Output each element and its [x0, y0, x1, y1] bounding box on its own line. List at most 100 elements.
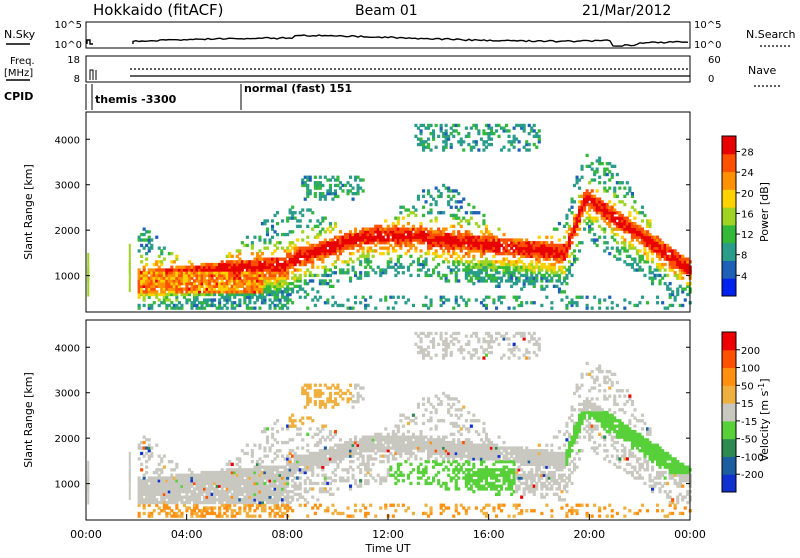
power-cell	[427, 268, 430, 271]
power-cell	[452, 225, 455, 228]
velocity-cell	[253, 515, 256, 518]
power-cell	[251, 252, 254, 255]
velocity-cell	[334, 397, 337, 400]
power-cell	[362, 178, 365, 181]
power-cell	[540, 304, 543, 307]
power-cell	[352, 187, 355, 190]
velocity-cell	[409, 482, 412, 485]
power-cell	[319, 296, 322, 299]
freq-left-tick-top: 18	[67, 55, 80, 66]
velocity-cell	[354, 504, 357, 507]
power-cell	[606, 307, 609, 310]
velocity-cell	[402, 425, 405, 428]
power-cell	[447, 298, 450, 301]
power-cell	[530, 260, 533, 263]
velocity-cell	[369, 504, 372, 507]
power-cell	[586, 154, 589, 157]
power-cell	[664, 263, 667, 266]
power-cell	[364, 298, 367, 301]
power-cell	[392, 307, 395, 310]
velocity-panel: 1000200030004000 00:0004:0008:0012:0016:…	[22, 320, 706, 554]
velocity-cell	[155, 444, 158, 447]
range-tick-label: 1000	[55, 272, 80, 283]
power-cell	[276, 233, 279, 236]
power-cell	[475, 140, 478, 143]
power-cell	[339, 230, 342, 233]
power-panel: 1000200030004000 Slant Range [km]	[22, 112, 692, 312]
power-cell	[374, 307, 377, 310]
power-cell	[354, 296, 357, 299]
power-cell	[495, 307, 498, 310]
power-cell	[623, 187, 626, 190]
power-cell	[384, 219, 387, 222]
velocity-cell	[266, 436, 269, 439]
power-cell	[309, 219, 312, 222]
power-cell	[362, 189, 365, 192]
power-cell	[140, 260, 143, 263]
velocity-cell	[170, 460, 173, 463]
velocity-cell	[397, 425, 400, 428]
power-cell	[482, 219, 485, 222]
power-cell	[457, 124, 460, 127]
power-cell	[369, 260, 372, 263]
velocity-cell	[143, 512, 146, 515]
power-cell	[457, 132, 460, 135]
power-cell	[565, 214, 568, 217]
power-cell	[492, 298, 495, 301]
power-cell	[671, 290, 674, 293]
power-cell	[387, 307, 390, 310]
velocity-cell	[306, 515, 309, 518]
power-cell	[462, 198, 465, 201]
power-cell	[352, 307, 355, 310]
power-cell	[435, 217, 438, 220]
power-cell	[498, 135, 501, 138]
power-cell	[472, 206, 475, 209]
power-cell	[603, 236, 606, 239]
velocity-cell	[349, 384, 352, 387]
power-cell	[550, 236, 553, 239]
power-cell	[266, 219, 269, 222]
power-cell	[598, 236, 601, 239]
freq-left-tick-bottom: 8	[74, 74, 80, 85]
velocity-cell	[163, 466, 166, 469]
power-cell	[611, 247, 614, 250]
power-cell	[616, 233, 619, 236]
power-cell	[465, 211, 468, 214]
power-cell	[591, 228, 594, 231]
velocity-cell	[319, 384, 322, 387]
power-cell	[314, 192, 317, 195]
velocity-cell	[140, 463, 143, 466]
power-cell	[661, 301, 664, 304]
power-cell	[608, 252, 611, 255]
power-cell	[435, 124, 438, 127]
velocity-cell	[384, 427, 387, 430]
power-cell	[573, 200, 576, 203]
power-cell	[598, 298, 601, 301]
power-cell	[596, 244, 599, 247]
velocity-cell	[364, 506, 367, 509]
velocity-cell	[299, 504, 302, 507]
power-cell	[518, 296, 521, 299]
power-cell	[460, 225, 463, 228]
power-cell	[618, 258, 621, 261]
frequency-panel: Freq. [MHz] 18 8 60 0 Nave	[4, 55, 782, 86]
power-cell	[495, 129, 498, 132]
power-cell	[334, 189, 337, 192]
power-cell	[352, 198, 355, 201]
power-cell	[681, 304, 684, 307]
beam-title: Beam 01	[355, 3, 418, 19]
freq-label-line2: [MHz]	[4, 68, 33, 79]
velocity-cell	[394, 509, 397, 512]
power-cell	[402, 271, 405, 274]
power-cell	[170, 252, 173, 255]
velocity-cell	[138, 457, 141, 460]
power-cell	[352, 260, 355, 263]
power-cell	[450, 143, 453, 146]
power-cell	[430, 208, 433, 211]
power-cell	[397, 271, 400, 274]
power-cell	[281, 219, 284, 222]
power-cell	[613, 165, 616, 168]
power-cell	[485, 225, 488, 228]
velocity-cell	[291, 414, 294, 417]
